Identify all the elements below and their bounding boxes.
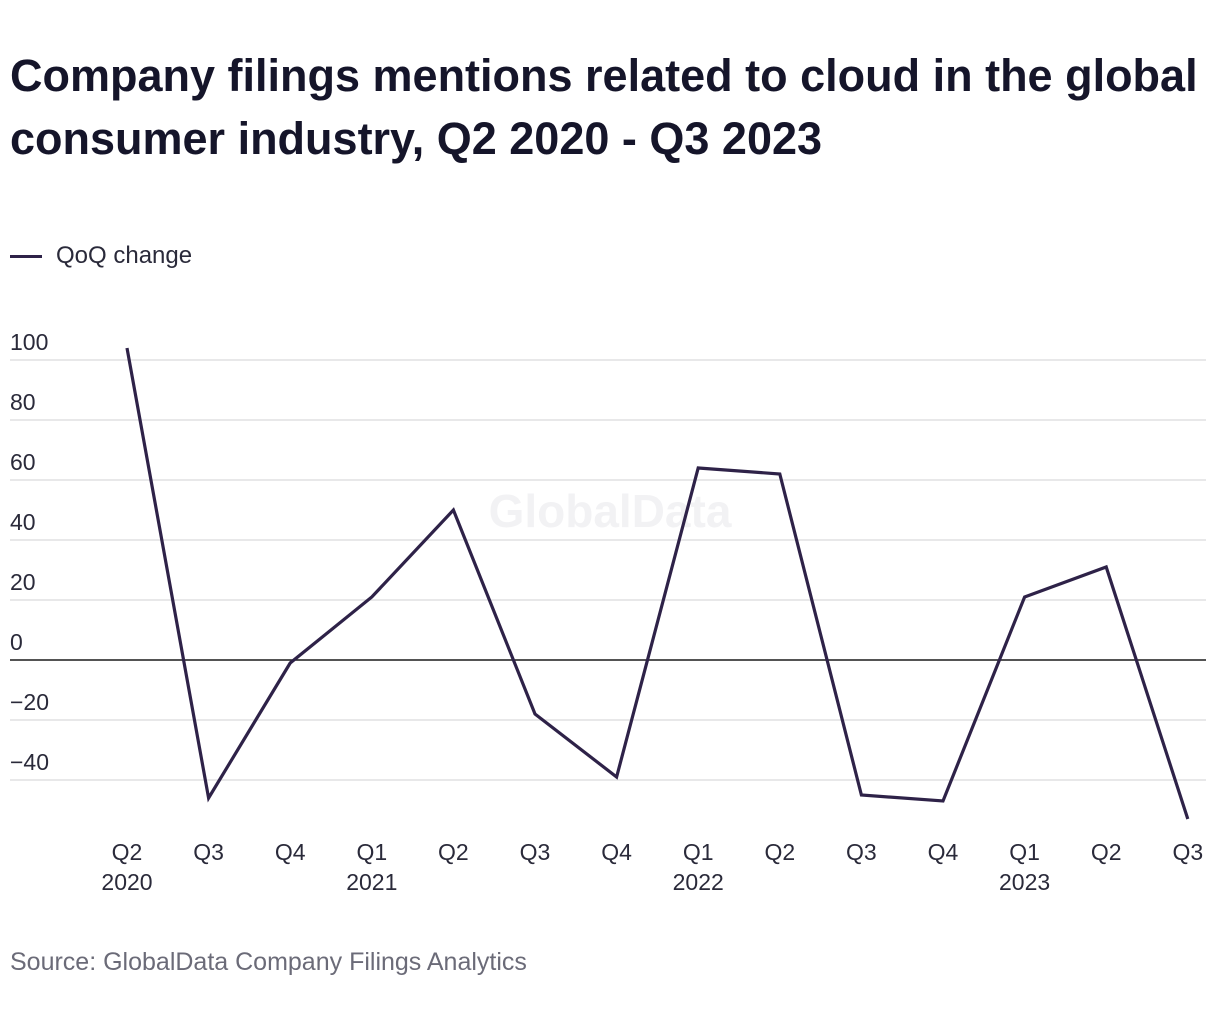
legend-swatch xyxy=(10,254,42,258)
y-tick-label: 0 xyxy=(10,629,23,655)
x-tick-label: Q3 xyxy=(1172,839,1203,865)
x-tick-label: Q1 xyxy=(683,839,714,865)
y-tick-label: −20 xyxy=(10,689,49,715)
x-year-label: 2021 xyxy=(346,869,397,895)
x-tick-label: Q1 xyxy=(356,839,387,865)
legend-label: QoQ change xyxy=(56,242,193,269)
x-year-label: 2023 xyxy=(999,869,1050,895)
y-tick-label: 80 xyxy=(10,389,36,415)
x-year-label: 2020 xyxy=(101,869,152,895)
y-tick-label: −40 xyxy=(10,749,49,775)
x-tick-label: Q3 xyxy=(193,839,224,865)
x-tick-label: Q2 xyxy=(112,839,143,865)
x-tick-label: Q4 xyxy=(601,839,632,865)
series-line-qoq-change xyxy=(125,347,1190,820)
x-tick-label: Q4 xyxy=(928,839,959,865)
x-tick-label: Q2 xyxy=(764,839,795,865)
x-tick-label: Q2 xyxy=(1091,839,1122,865)
legend: QoQ change xyxy=(10,242,192,270)
source-note: Source: GlobalData Company Filings Analy… xyxy=(10,948,527,976)
x-tick-label: Q4 xyxy=(275,839,306,865)
x-tick-label: Q3 xyxy=(520,839,551,865)
y-tick-label: 60 xyxy=(10,449,36,475)
x-tick-label: Q3 xyxy=(846,839,877,865)
watermark: GlobalData xyxy=(489,485,732,537)
x-year-label: 2022 xyxy=(673,869,724,895)
x-tick-label: Q2 xyxy=(438,839,469,865)
y-tick-label: 100 xyxy=(10,329,48,355)
x-tick-label: Q1 xyxy=(1009,839,1040,865)
y-tick-label: 20 xyxy=(10,569,36,595)
y-tick-label: 40 xyxy=(10,509,36,535)
chart-title: Company filings mentions related to clou… xyxy=(10,50,1198,164)
